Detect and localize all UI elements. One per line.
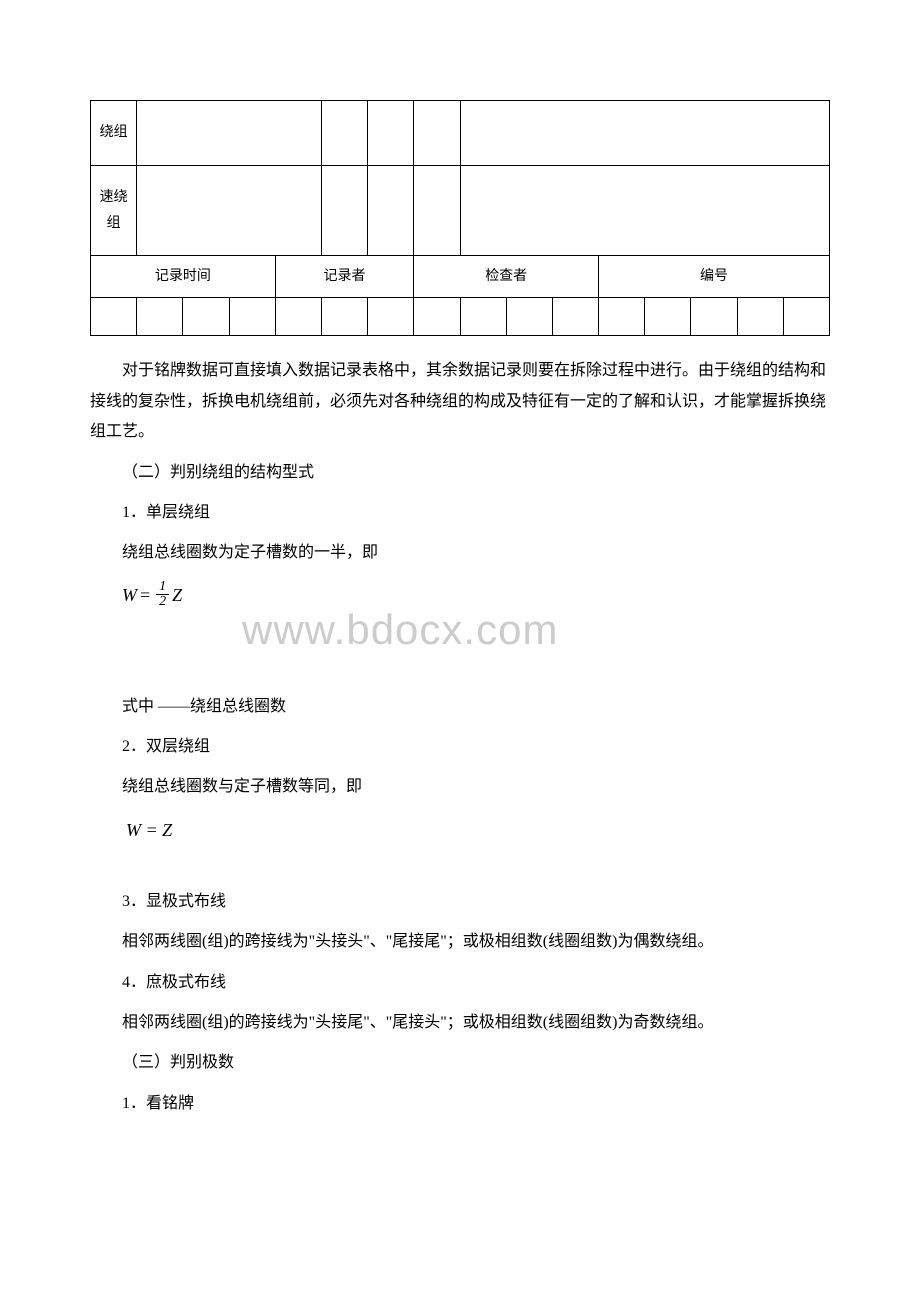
footer-cell [783, 298, 829, 336]
footer-cell [691, 298, 737, 336]
cell-empty [137, 101, 322, 166]
footer-cell [460, 298, 506, 336]
data-record-table: 绕组 速绕组 记录时间 记录者 检查者 编号 [90, 100, 830, 336]
footer-cell [183, 298, 229, 336]
item-3-title: 3．显极式布线 [90, 887, 830, 917]
item-2-desc: 绕组总线圈数与定子槽数等同，即 [90, 772, 830, 802]
footer-cell [552, 298, 598, 336]
cell-empty [368, 101, 414, 166]
heading-section-2: （二）判别绕组的结构型式 [90, 458, 830, 488]
row-label-speed-winding: 速绕组 [91, 166, 137, 256]
formula-denominator: 2 [156, 595, 169, 609]
row-label-winding: 绕组 [91, 101, 137, 166]
footer-number-label: 编号 [599, 256, 830, 298]
cell-empty [321, 166, 367, 256]
spacer [90, 857, 830, 877]
item-2-title: 2．双层绕组 [90, 732, 830, 762]
heading-section-3: （三）判别极数 [90, 1048, 830, 1078]
formula-2: W = Z [126, 813, 830, 847]
cell-empty [460, 101, 830, 166]
cell-empty [321, 101, 367, 166]
footer-cell [137, 298, 183, 336]
cell-empty [460, 166, 830, 256]
item-4-title: 4．庶极式布线 [90, 968, 830, 998]
formula-1: W = 1 2 Z [122, 579, 182, 611]
footer-cell [737, 298, 783, 336]
footer-cell [321, 298, 367, 336]
footer-record-time-label: 记录时间 [91, 256, 276, 298]
footer-cell [368, 298, 414, 336]
item-1-title: 1．单层绕组 [90, 498, 830, 528]
footer-cell [414, 298, 460, 336]
item-3-desc: 相邻两线圈(组)的跨接线为"头接头"、"尾接尾"；或极相组数(线圈组数)为偶数绕… [90, 927, 830, 957]
cell-empty [368, 166, 414, 256]
item-1-desc: 绕组总线圈数为定子槽数的一半，即 [90, 538, 830, 568]
formula-fraction: 1 2 [156, 580, 169, 609]
formula-numerator: 1 [156, 580, 169, 595]
paragraph-intro: 对于铭牌数据可直接填入数据记录表格中，其余数据记录则要在拆除过程中进行。由于绕组… [90, 356, 830, 447]
footer-cell [645, 298, 691, 336]
cell-empty [414, 101, 460, 166]
formula-var-z: Z [172, 579, 182, 611]
watermark-text: www.bdocx.com [242, 592, 558, 668]
formula-1-container: W = 1 2 Z www.bdocx.com [122, 579, 830, 652]
footer-inspector-label: 检查者 [414, 256, 599, 298]
footer-cell [229, 298, 275, 336]
footer-cell [506, 298, 552, 336]
cell-empty [137, 166, 322, 256]
formula-1-note: 式中 ——绕组总线圈数 [90, 692, 830, 722]
formula-var-w: W [122, 579, 137, 611]
footer-cell [275, 298, 321, 336]
item-4-desc: 相邻两线圈(组)的跨接线为"头接尾"、"尾接头"；或极相组数(线圈组数)为奇数绕… [90, 1008, 830, 1038]
item-5-title: 1．看铭牌 [90, 1089, 830, 1119]
footer-cell [599, 298, 645, 336]
formula-equals: = [140, 579, 150, 611]
footer-cell [91, 298, 137, 336]
cell-empty [414, 166, 460, 256]
spacer [90, 662, 830, 682]
footer-recorder-label: 记录者 [275, 256, 414, 298]
